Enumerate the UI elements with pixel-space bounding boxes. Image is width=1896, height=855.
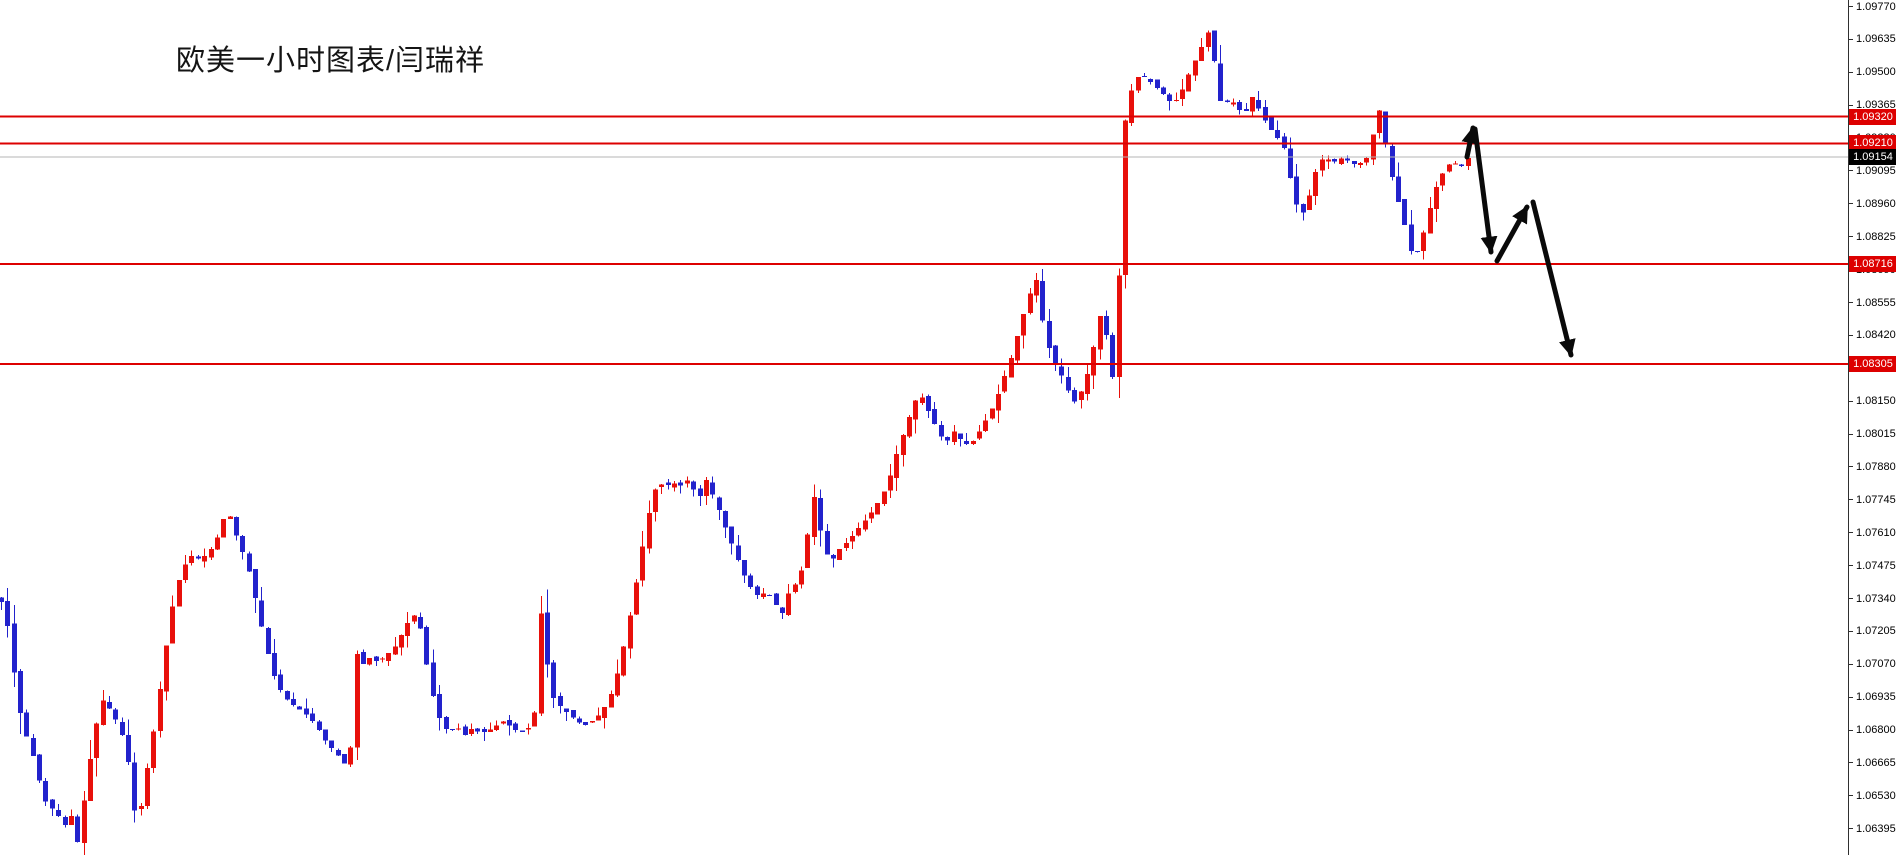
- axis-tick-label: 1.07340: [1849, 593, 1896, 606]
- axis-tick-label: 1.06800: [1849, 724, 1896, 737]
- support-resistance-lines[interactable]: [0, 115, 1848, 365]
- price-level-tag: 1.08305: [1849, 355, 1896, 372]
- axis-tick-label: 1.09635: [1849, 33, 1896, 46]
- price-level-tag: 1.09320: [1849, 108, 1896, 125]
- axis-tick-label: 1.07070: [1849, 658, 1896, 671]
- axis-tick-label: 1.08555: [1849, 297, 1896, 310]
- axis-tick-label: 1.06530: [1849, 790, 1896, 803]
- axis-tick-label: 1.09095: [1849, 165, 1896, 178]
- axis-tick-label: 1.07205: [1849, 625, 1896, 638]
- axis-tick-label: 1.08420: [1849, 329, 1896, 342]
- price-level-tag: 1.08716: [1849, 255, 1896, 272]
- price-axis[interactable]: 1.097701.096351.095001.093651.092301.090…: [1848, 0, 1896, 855]
- trend-forecast-arrows[interactable]: [1461, 125, 1576, 358]
- axis-tick-label: 1.07610: [1849, 527, 1896, 540]
- price-level-tag: 1.09210: [1849, 135, 1896, 152]
- axis-tick-label: 1.06665: [1849, 757, 1896, 770]
- axis-tick-label: 1.06935: [1849, 691, 1896, 704]
- axis-tick-label: 1.07745: [1849, 494, 1896, 507]
- axis-tick-label: 1.07475: [1849, 560, 1896, 573]
- axis-tick-label: 1.08825: [1849, 231, 1896, 244]
- candlesticks: [0, 30, 1471, 855]
- price-chart-canvas[interactable]: [0, 0, 1848, 855]
- current-price-tag: 1.09154: [1849, 149, 1896, 166]
- axis-tick-label: 1.09500: [1849, 66, 1896, 79]
- axis-tick-label: 1.08015: [1849, 428, 1896, 441]
- axis-tick-label: 1.08960: [1849, 198, 1896, 211]
- axis-tick-label: 1.06395: [1849, 823, 1896, 836]
- axis-tick-label: 1.08150: [1849, 395, 1896, 408]
- chart-title: 欧美一小时图表/闫瑞祥: [176, 45, 486, 77]
- axis-tick-label: 1.09365: [1849, 99, 1896, 112]
- axis-tick-label: 1.07880: [1849, 461, 1896, 474]
- axis-tick-label: 1.09770: [1849, 1, 1896, 14]
